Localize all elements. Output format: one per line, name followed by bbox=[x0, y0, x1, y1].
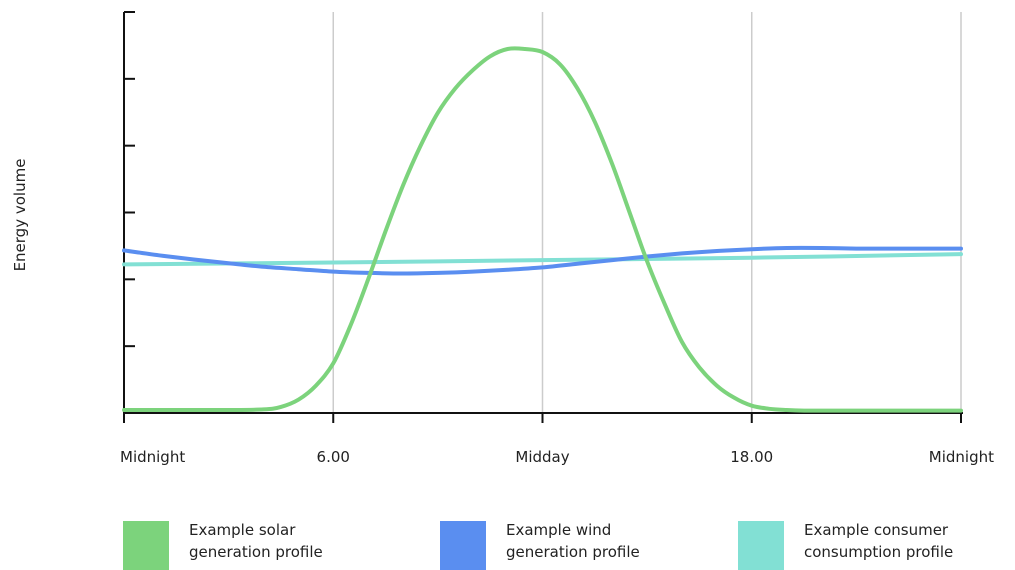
legend-label-solar: Example solar generation profile bbox=[189, 519, 323, 563]
legend-swatch-consumer bbox=[738, 521, 784, 570]
legend-swatch-solar bbox=[123, 521, 169, 570]
legend-line: Example wind bbox=[506, 521, 612, 539]
vertical-gridlines bbox=[332, 12, 962, 413]
legend-line: consumption profile bbox=[804, 543, 954, 561]
legend-item-wind: Example wind generation profile bbox=[440, 521, 640, 570]
legend-line: Example consumer bbox=[804, 521, 949, 539]
chart: Midnight 6.00 Midday 18.00 Midnight bbox=[120, 11, 994, 466]
consumer-series-line bbox=[122, 252, 963, 267]
x-tick-label: 18.00 bbox=[730, 448, 773, 466]
legend-line: generation profile bbox=[189, 543, 323, 561]
legend-line: Example solar bbox=[189, 521, 296, 539]
wind-series-line bbox=[122, 245, 963, 276]
legend-item-consumer: Example consumer consumption profile bbox=[738, 521, 953, 570]
series-lines bbox=[122, 46, 963, 413]
axes bbox=[123, 11, 963, 423]
x-tick-label: 6.00 bbox=[317, 448, 350, 466]
x-tick-label: Midnight bbox=[120, 448, 185, 466]
legend-item-solar: Example solar generation profile bbox=[123, 521, 323, 570]
y-axis-label: Energy volume bbox=[11, 158, 29, 272]
x-tick-labels: Midnight 6.00 Midday 18.00 Midnight bbox=[120, 448, 994, 466]
legend-line: generation profile bbox=[506, 543, 640, 561]
x-tick-label: Midnight bbox=[929, 448, 994, 466]
solar-series-line bbox=[122, 46, 963, 413]
legend: Example solar generation profile Example… bbox=[0, 521, 1015, 570]
x-tick-label: Midday bbox=[515, 448, 569, 466]
legend-label-wind: Example wind generation profile bbox=[506, 519, 640, 563]
legend-label-consumer: Example consumer consumption profile bbox=[804, 519, 953, 563]
legend-swatch-wind bbox=[440, 521, 486, 570]
